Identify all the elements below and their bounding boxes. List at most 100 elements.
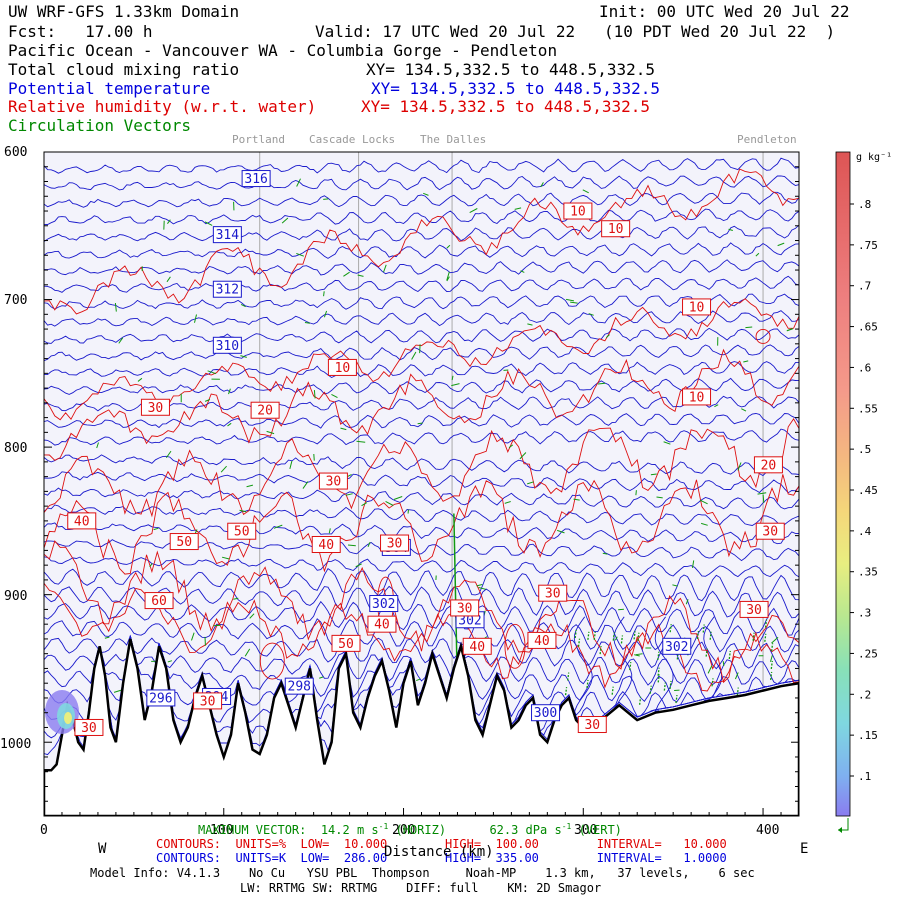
circulation-vector bbox=[599, 646, 602, 655]
rh-contour-label: 40 bbox=[367, 615, 397, 633]
rh-contour-label: 20 bbox=[250, 401, 280, 419]
rh-contour-value: 40 bbox=[74, 514, 90, 529]
circulation-vector bbox=[296, 252, 304, 257]
location-cascade-locks: Cascade Locks bbox=[309, 133, 396, 146]
circulation-vector bbox=[711, 678, 714, 687]
circulation-vector bbox=[741, 408, 747, 412]
circulation-vector bbox=[165, 450, 172, 459]
rh-contour bbox=[44, 418, 799, 518]
theta-contour-value: 296 bbox=[149, 691, 172, 706]
rh-contour-label: 40 bbox=[311, 535, 341, 553]
circulation-vector bbox=[213, 624, 221, 627]
circulation-vector bbox=[527, 323, 533, 326]
circulation-vector bbox=[728, 650, 731, 660]
colorbar-tick-label: .7 bbox=[858, 280, 871, 293]
circulation-vector bbox=[587, 631, 590, 640]
circulation-vector bbox=[657, 667, 660, 676]
circulation-vector bbox=[244, 648, 251, 657]
theta-contour bbox=[44, 471, 799, 494]
rh-contour-value: 30 bbox=[81, 721, 97, 736]
rh-contour-label: 40 bbox=[527, 631, 557, 649]
valid-time: Valid: 17 UTC Wed 20 Jul 22 (10 PDT Wed … bbox=[315, 22, 836, 41]
theta-contour bbox=[44, 504, 799, 528]
circulation-vector bbox=[771, 636, 779, 644]
x-tick-label: 100 bbox=[210, 823, 234, 838]
circulation-vector bbox=[328, 528, 331, 534]
theta-contour-label: 316 bbox=[241, 170, 271, 188]
circulation-vector bbox=[577, 638, 581, 647]
rh-contour-value: 20 bbox=[257, 404, 273, 419]
location-portland: Portland bbox=[232, 133, 285, 146]
theta-contour-label: 302 bbox=[662, 637, 692, 655]
theta-contour-value: 302 bbox=[458, 613, 481, 628]
circulation-vector bbox=[323, 291, 325, 297]
y-tick-label: 900 bbox=[4, 589, 28, 604]
theta-contour bbox=[573, 616, 593, 722]
circulation-vector bbox=[289, 460, 293, 469]
rh-contour-label: 30 bbox=[140, 398, 170, 416]
rh-contour-label: 30 bbox=[577, 716, 607, 734]
rh-contour-label: 30 bbox=[739, 600, 769, 618]
circulation-vector bbox=[611, 686, 614, 695]
theta-contour bbox=[44, 344, 799, 362]
circulation-vector bbox=[446, 271, 450, 281]
init-time: Init: 00 UTC Wed 20 Jul 22 bbox=[599, 2, 850, 21]
circulation-vector bbox=[204, 399, 211, 402]
circulation-vector bbox=[357, 274, 364, 277]
circulation-vector bbox=[757, 492, 767, 495]
max-vector-label: MAXIMUM VECTOR: 14.2 m s-1 (HORIZ) 62.3 … bbox=[198, 822, 622, 837]
circulation-vector bbox=[557, 529, 565, 534]
field-rh-label: Relative humidity (w.r.t. water) bbox=[8, 97, 317, 116]
field-theta-xy: XY= 134.5,332.5 to 448.5,332.5 bbox=[371, 79, 660, 98]
x-tick-label: 400 bbox=[756, 823, 780, 838]
circulation-vector bbox=[734, 672, 739, 680]
theta-contour bbox=[44, 413, 799, 429]
rh-contour-label: 30 bbox=[538, 584, 568, 602]
circulation-vector bbox=[446, 276, 450, 282]
circulation-vector bbox=[685, 599, 689, 605]
circulation-vector bbox=[570, 301, 578, 304]
circulation-vector bbox=[240, 355, 247, 358]
east-label: E bbox=[800, 841, 809, 857]
circulation-vector bbox=[540, 182, 544, 188]
circulation-vector bbox=[343, 271, 350, 277]
circulation-vector bbox=[770, 660, 773, 670]
circulation-vector bbox=[588, 313, 594, 316]
circulation-vector bbox=[153, 527, 159, 531]
circulation-vector bbox=[620, 635, 624, 644]
x-tick-label: 300 bbox=[574, 823, 598, 838]
colorbar-tick-label: .6 bbox=[858, 361, 871, 374]
theta-contour bbox=[44, 428, 799, 446]
y-tick-label: 800 bbox=[4, 441, 28, 456]
colorbar-unit: g kg⁻¹ bbox=[856, 152, 892, 163]
theta-contour bbox=[44, 242, 799, 259]
rh-contour-value: 40 bbox=[374, 618, 390, 633]
circulation-vector bbox=[355, 563, 362, 568]
circulation-vector bbox=[246, 484, 254, 488]
colorbar-tick-label: .4 bbox=[858, 525, 872, 538]
circulation-vector bbox=[656, 496, 663, 499]
circulation-vector bbox=[204, 221, 213, 226]
rh-contour bbox=[755, 328, 771, 344]
circulation-vector bbox=[319, 676, 324, 679]
theta-contour-label: 296 bbox=[146, 689, 176, 707]
rh-contour-label: 30 bbox=[755, 522, 785, 540]
circulation-vector bbox=[149, 563, 153, 568]
field-rh-xy: XY= 134.5,332.5 to 448.5,332.5 bbox=[361, 97, 650, 116]
circulation-vector bbox=[194, 314, 197, 323]
theta-contour bbox=[44, 600, 799, 636]
circulation-vector bbox=[663, 682, 666, 691]
theta-contour bbox=[44, 377, 799, 395]
circulation-vector bbox=[167, 660, 173, 663]
circulation-vector bbox=[451, 383, 460, 387]
circulation-vector bbox=[323, 310, 328, 318]
theta-contour bbox=[44, 327, 799, 344]
circulation-vector bbox=[417, 422, 423, 425]
rh-contour-label: 10 bbox=[563, 202, 593, 220]
circulation-vector bbox=[669, 680, 672, 689]
rh-contour-label: 30 bbox=[193, 692, 223, 710]
theta-contour bbox=[44, 618, 799, 653]
field-cloud-label: Total cloud mixing ratio bbox=[8, 60, 240, 79]
circulation-vector bbox=[633, 631, 636, 640]
